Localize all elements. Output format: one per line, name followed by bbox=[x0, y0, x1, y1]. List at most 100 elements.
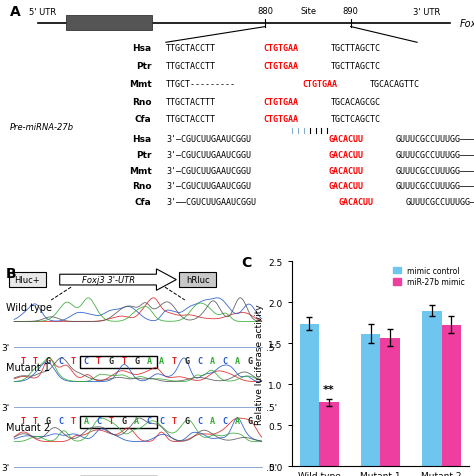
Text: B: B bbox=[6, 266, 16, 280]
Text: TGCACAGTTC: TGCACAGTTC bbox=[370, 79, 420, 89]
Text: C: C bbox=[197, 356, 202, 365]
Text: 3': 3' bbox=[2, 343, 10, 352]
Text: GUUUCGCCUUUGG———5': GUUUCGCCUUUGG———5' bbox=[396, 150, 474, 159]
Text: Pre-miRNA-27b: Pre-miRNA-27b bbox=[9, 122, 73, 131]
Text: Rno: Rno bbox=[132, 182, 152, 191]
Text: C: C bbox=[58, 416, 63, 425]
Text: Site: Site bbox=[300, 7, 316, 16]
Text: 5' UTR: 5' UTR bbox=[29, 8, 56, 17]
Text: T: T bbox=[20, 416, 25, 425]
Text: 890: 890 bbox=[343, 7, 359, 16]
Text: Foxj3: Foxj3 bbox=[460, 19, 474, 29]
Text: TTGCTACCTT: TTGCTACCTT bbox=[166, 44, 216, 53]
Text: GACACUU: GACACUU bbox=[328, 150, 364, 159]
Text: A: A bbox=[210, 416, 215, 425]
Text: T: T bbox=[33, 356, 38, 365]
Text: C: C bbox=[96, 416, 101, 425]
Text: T: T bbox=[71, 416, 76, 425]
Text: C: C bbox=[222, 356, 228, 365]
Text: Mmt: Mmt bbox=[129, 166, 152, 175]
Text: 3': 3' bbox=[2, 403, 10, 412]
Text: TGCTTAGCTC: TGCTTAGCTC bbox=[331, 62, 381, 71]
Text: G: G bbox=[248, 416, 253, 425]
Text: **: ** bbox=[323, 385, 335, 395]
Text: T: T bbox=[96, 356, 101, 365]
Text: T: T bbox=[33, 416, 38, 425]
Text: CTGTGAA: CTGTGAA bbox=[302, 79, 337, 89]
Text: Foxj3 3'-UTR: Foxj3 3'-UTR bbox=[82, 276, 135, 285]
Text: Rno: Rno bbox=[132, 98, 152, 106]
Text: T: T bbox=[172, 356, 177, 365]
Bar bbox=[361, 334, 380, 466]
Text: A: A bbox=[235, 356, 240, 365]
Text: 3'—CGUCUUGAAUCGGU: 3'—CGUCUUGAAUCGGU bbox=[166, 166, 251, 175]
Text: T: T bbox=[109, 416, 114, 425]
Text: TTGCT---------: TTGCT--------- bbox=[166, 79, 236, 89]
Text: A: A bbox=[146, 356, 152, 365]
Text: GUUUCGCCUUUGG———5': GUUUCGCCUUUGG———5' bbox=[405, 198, 474, 207]
Text: Mutant 2: Mutant 2 bbox=[6, 423, 50, 432]
Text: 880: 880 bbox=[257, 7, 273, 16]
Text: 3' UTR: 3' UTR bbox=[413, 8, 440, 17]
Text: TTGCTACCTT: TTGCTACCTT bbox=[166, 62, 216, 71]
Text: CTGTGAA: CTGTGAA bbox=[263, 44, 298, 53]
Text: CTGTGAA: CTGTGAA bbox=[263, 115, 298, 124]
Text: TTGCTACCTT: TTGCTACCTT bbox=[166, 115, 216, 124]
Text: A: A bbox=[210, 356, 215, 365]
Text: TGCACAGCGC: TGCACAGCGC bbox=[331, 98, 381, 106]
Text: Wild type: Wild type bbox=[6, 303, 52, 312]
Text: G: G bbox=[134, 356, 139, 365]
FancyBboxPatch shape bbox=[9, 272, 46, 288]
Text: G: G bbox=[184, 416, 190, 425]
Text: 3': 3' bbox=[2, 463, 10, 472]
Text: T: T bbox=[172, 416, 177, 425]
Text: A: A bbox=[9, 5, 20, 19]
Text: T: T bbox=[121, 356, 127, 365]
Bar bbox=[380, 338, 400, 466]
Text: Ptr: Ptr bbox=[136, 150, 152, 159]
Text: .5': .5' bbox=[266, 343, 277, 352]
Text: GACACUU: GACACUU bbox=[338, 198, 373, 207]
Text: CTGTGAA: CTGTGAA bbox=[263, 62, 298, 71]
Polygon shape bbox=[60, 269, 176, 291]
Text: GACACUU: GACACUU bbox=[328, 166, 364, 175]
Text: 3'—CGUCUUGAAUCGGU: 3'—CGUCUUGAAUCGGU bbox=[166, 150, 251, 159]
Text: A: A bbox=[134, 416, 139, 425]
Text: G: G bbox=[184, 356, 190, 365]
Text: Ptr: Ptr bbox=[136, 62, 152, 71]
Text: Mutant 1: Mutant 1 bbox=[6, 363, 50, 372]
Text: T: T bbox=[20, 356, 25, 365]
Text: GUUUCGCCUUUGG———5': GUUUCGCCUUUGG———5' bbox=[396, 166, 474, 175]
FancyBboxPatch shape bbox=[179, 272, 216, 288]
Text: Cfa: Cfa bbox=[135, 115, 152, 124]
Text: TTGCTACTTT: TTGCTACTTT bbox=[166, 98, 216, 106]
Text: G: G bbox=[121, 416, 127, 425]
Text: hRluc: hRluc bbox=[186, 276, 210, 285]
Text: G: G bbox=[109, 356, 114, 365]
Text: Hluc+: Hluc+ bbox=[14, 276, 40, 285]
Legend: mimic control, miR-27b mimic: mimic control, miR-27b mimic bbox=[392, 266, 465, 288]
Text: 3'——CGUCUUGAAUCGGU: 3'——CGUCUUGAAUCGGU bbox=[166, 198, 256, 207]
Text: T: T bbox=[71, 356, 76, 365]
Text: C: C bbox=[222, 416, 228, 425]
Text: Cfa: Cfa bbox=[135, 198, 152, 207]
Text: GACACUU: GACACUU bbox=[328, 135, 364, 144]
Text: C: C bbox=[58, 356, 63, 365]
Text: G: G bbox=[46, 356, 51, 365]
Bar bbox=[300, 324, 319, 466]
Text: .5': .5' bbox=[266, 403, 277, 412]
Text: 3'—CGUCUUGAAUCGGU: 3'—CGUCUUGAAUCGGU bbox=[166, 135, 251, 144]
Text: Hsa: Hsa bbox=[133, 135, 152, 144]
Text: Hsa: Hsa bbox=[133, 44, 152, 53]
Text: 3'—CGUCUUGAAUCGGU: 3'—CGUCUUGAAUCGGU bbox=[166, 182, 251, 191]
Y-axis label: Relative luciferase activity: Relative luciferase activity bbox=[255, 304, 264, 425]
Text: G: G bbox=[248, 356, 253, 365]
Text: GUUUCGCCUUUGG———5': GUUUCGCCUUUGG———5' bbox=[396, 135, 474, 144]
Bar bbox=[66, 16, 152, 31]
Text: C: C bbox=[159, 416, 164, 425]
Text: A: A bbox=[83, 416, 89, 425]
Bar bbox=[319, 403, 339, 466]
Text: C: C bbox=[197, 416, 202, 425]
Text: GUUUCGCCUUUGG———5': GUUUCGCCUUUGG———5' bbox=[396, 182, 474, 191]
Text: Mmt: Mmt bbox=[129, 79, 152, 89]
